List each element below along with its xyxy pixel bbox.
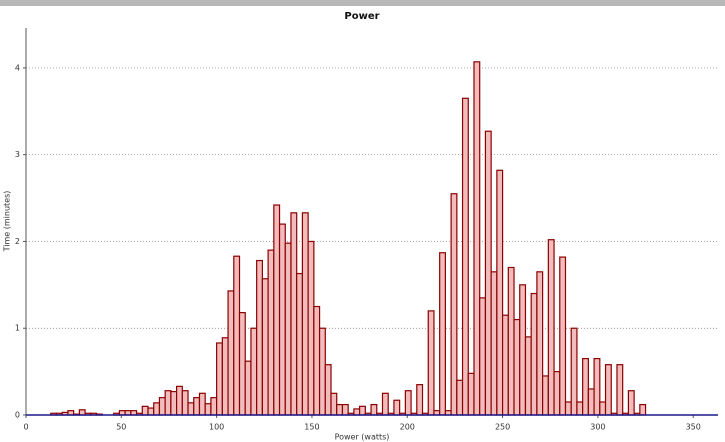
y-tick-label: 4: [15, 63, 20, 72]
bar: [244, 360, 252, 416]
bar: [147, 407, 155, 416]
bar: [496, 169, 504, 416]
bar: [267, 249, 275, 416]
bar: [284, 242, 292, 416]
x-tick-label: 0: [23, 423, 28, 432]
bar: [553, 371, 561, 416]
bar: [296, 272, 304, 416]
bar: [416, 384, 424, 416]
bar: [507, 266, 515, 416]
bar: [193, 397, 201, 416]
y-tick-label: 0: [15, 411, 20, 420]
bar: [547, 239, 555, 416]
bar: [439, 252, 446, 416]
chart-title: Power: [344, 11, 379, 22]
bar: [404, 390, 412, 416]
bar: [301, 212, 309, 416]
bar: [307, 240, 315, 416]
bar: [593, 357, 601, 416]
bar: [250, 327, 258, 416]
bar: [456, 379, 464, 416]
x-tick-label: 250: [495, 423, 510, 432]
bar: [599, 401, 607, 416]
bar: [324, 364, 332, 416]
bar: [210, 397, 218, 416]
bar: [490, 271, 498, 416]
bar: [353, 408, 361, 416]
y-tick-label: 2: [15, 237, 20, 246]
bar: [479, 297, 487, 416]
bar: [519, 284, 527, 416]
bar: [427, 310, 435, 416]
y-axis-label: Time (minutes): [3, 191, 12, 253]
bar: [273, 204, 281, 416]
bar: [627, 390, 635, 416]
bar: [176, 385, 183, 416]
bar: [261, 278, 269, 416]
bar: [559, 256, 567, 416]
bar: [330, 392, 338, 416]
bar: [198, 392, 206, 416]
bar: [313, 305, 321, 416]
bar: [467, 372, 475, 416]
bar: [221, 337, 229, 416]
bar: [461, 97, 469, 416]
bar: [181, 390, 189, 416]
bar: [370, 403, 378, 416]
window-bar: [0, 0, 725, 6]
x-tick-label: 200: [400, 423, 415, 432]
x-tick-label: 300: [590, 423, 605, 432]
bar: [381, 392, 389, 416]
bar: [141, 405, 149, 416]
bar: [233, 255, 241, 416]
bar: [616, 364, 624, 416]
bar: [536, 271, 544, 416]
bar: [582, 357, 589, 416]
bar: [336, 403, 344, 416]
bar: [238, 312, 246, 416]
bar: [639, 403, 647, 416]
bar: [216, 342, 223, 416]
x-axis-label: Power (watts): [335, 433, 390, 442]
bar: [542, 375, 549, 416]
bar: [256, 259, 263, 416]
bar: [570, 327, 578, 416]
bar: [227, 290, 235, 416]
bar: [587, 388, 595, 416]
bar: [530, 292, 538, 416]
bar: [158, 397, 166, 416]
bar: [501, 314, 509, 416]
bar: [187, 402, 195, 416]
bar: [278, 223, 286, 416]
bar: [604, 364, 612, 416]
x-tick-label: 150: [304, 423, 319, 432]
bar: [564, 401, 572, 416]
bar: [153, 402, 161, 416]
y-tick-label: 3: [15, 150, 20, 159]
x-tick-label: 100: [209, 423, 224, 432]
bar: [359, 405, 366, 416]
bar: [341, 403, 349, 416]
x-tick-label: 50: [116, 423, 126, 432]
bar: [290, 212, 298, 416]
bar: [318, 327, 326, 416]
x-tick-label: 350: [686, 423, 701, 432]
bar: [513, 318, 521, 416]
bar: [164, 390, 172, 416]
bar: [450, 193, 458, 416]
y-tick-label: 1: [15, 324, 20, 333]
bar: [576, 401, 584, 416]
bar: [393, 399, 401, 416]
bar: [484, 130, 492, 416]
bar: [524, 336, 532, 416]
bar: [78, 409, 86, 416]
bar: [204, 403, 212, 416]
bar: [473, 61, 481, 416]
bar: [170, 390, 178, 416]
